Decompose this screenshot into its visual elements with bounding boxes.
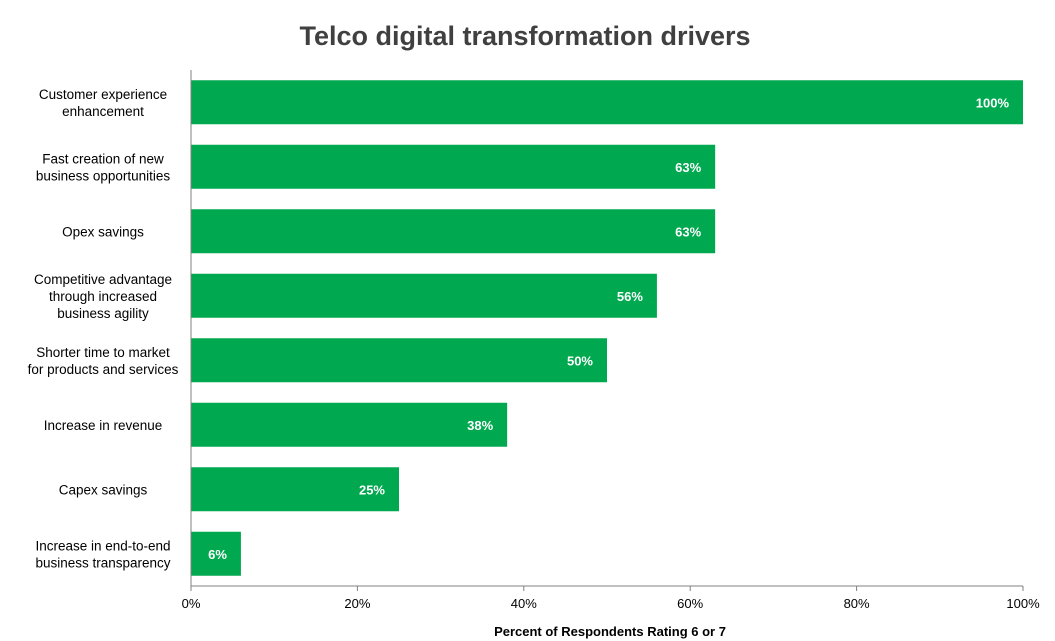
bar-6 bbox=[191, 467, 399, 512]
value-label-2: 63% bbox=[675, 224, 701, 239]
value-label-7: 6% bbox=[208, 547, 227, 562]
bar-0 bbox=[191, 80, 1023, 125]
value-label-6: 25% bbox=[359, 482, 385, 497]
bars-group: 100% 63% 63% 56% 50% 38% 25% 6% bbox=[191, 80, 1023, 576]
x-tick-label-4: 80% bbox=[844, 596, 870, 611]
value-label-3: 56% bbox=[617, 289, 643, 304]
category-label-0: Customer experience enhancement bbox=[39, 87, 167, 119]
value-label-5: 38% bbox=[467, 418, 493, 433]
x-axis: 0% 20% 40% 60% 80% 100% bbox=[182, 70, 1040, 611]
value-label-1: 63% bbox=[675, 160, 701, 175]
bar-2 bbox=[191, 209, 716, 254]
chart-title: Telco digital transformation drivers bbox=[299, 21, 750, 51]
category-labels-group: Customer experience enhancement Fast creat… bbox=[28, 87, 179, 571]
category-label-1: Fast creation of new business opportuniti… bbox=[36, 151, 171, 183]
x-tick-label-2: 40% bbox=[511, 596, 537, 611]
value-label-4: 50% bbox=[567, 353, 593, 368]
x-tick-label-5: 100% bbox=[1006, 596, 1040, 611]
bar-7 bbox=[191, 531, 241, 576]
x-tick-label-3: 60% bbox=[677, 596, 703, 611]
bar-5 bbox=[191, 402, 508, 447]
bar-3 bbox=[191, 273, 657, 318]
category-label-3: Competitive advantage through increased bu… bbox=[34, 272, 172, 321]
category-label-4: Shorter time to market for products and s… bbox=[28, 345, 179, 377]
x-axis-label: Percent of Respondents Rating 6 or 7 bbox=[494, 624, 726, 639]
x-tick-label-0: 0% bbox=[182, 596, 201, 611]
bar-4 bbox=[191, 338, 607, 383]
bar-1 bbox=[191, 144, 716, 189]
category-label-6: Capex savings bbox=[59, 482, 148, 497]
category-label-5: Increase in revenue bbox=[44, 418, 163, 433]
category-label-7: Increase in end-to-end business transpare… bbox=[35, 538, 170, 570]
category-label-2: Opex savings bbox=[62, 224, 144, 239]
value-label-0: 100% bbox=[976, 95, 1010, 110]
x-tick-label-1: 20% bbox=[344, 596, 370, 611]
